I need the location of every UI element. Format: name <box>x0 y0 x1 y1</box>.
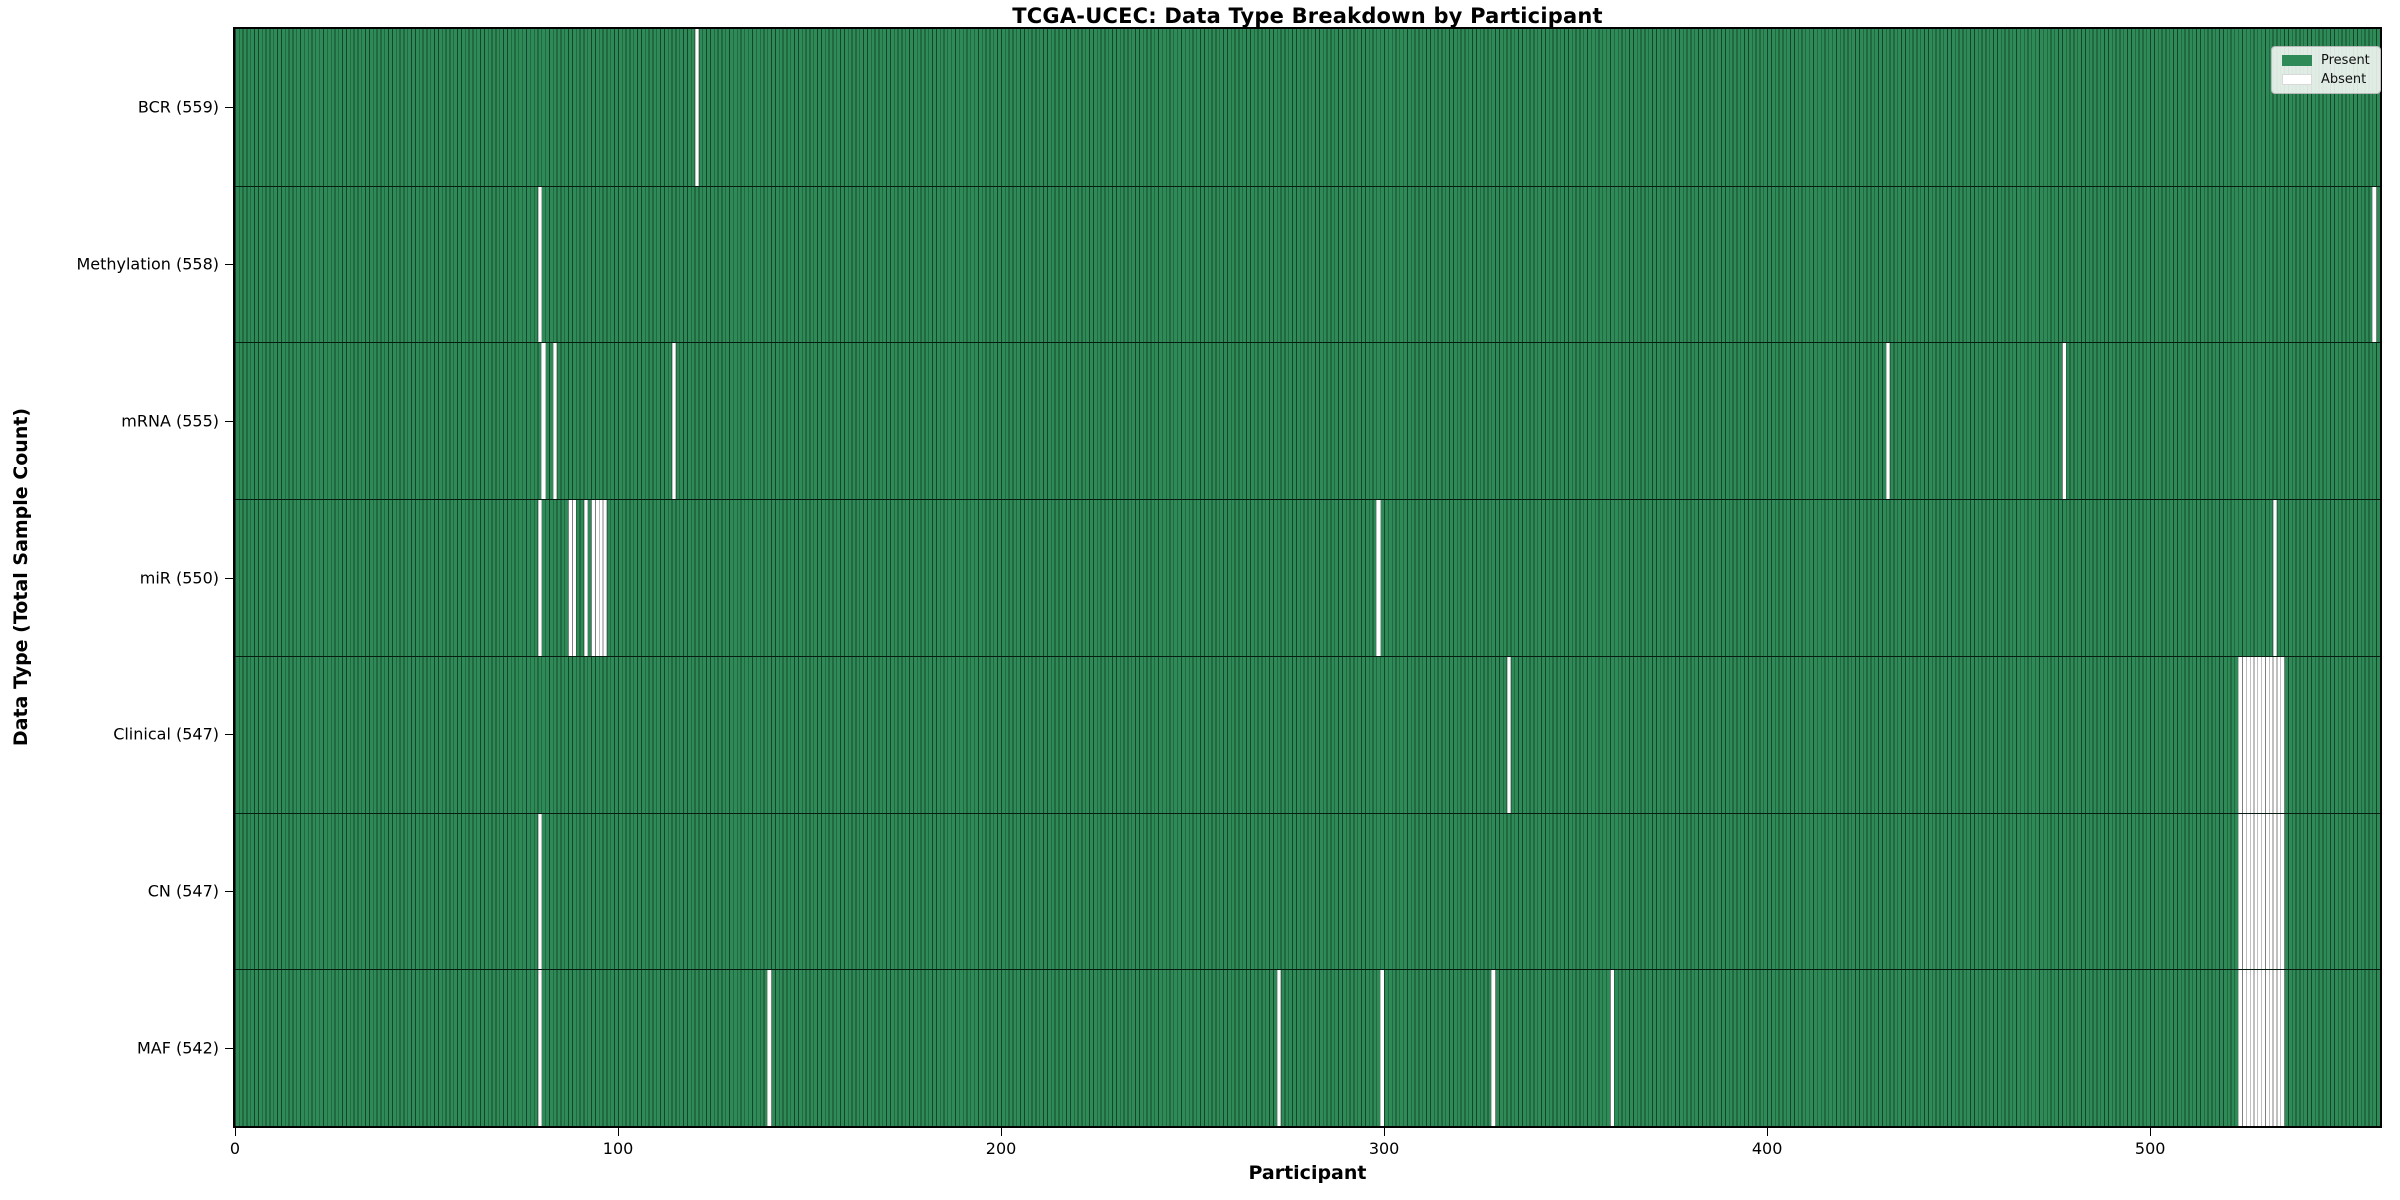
absent-cell <box>537 500 542 656</box>
absent-cell <box>1506 656 1511 813</box>
y-tick-mark <box>225 577 233 579</box>
heatmap-plot-area <box>233 27 2382 1128</box>
heatmap-row <box>235 969 2380 1126</box>
x-tick-mark <box>1766 1128 1768 1136</box>
y-tick-label: miR (550) <box>139 568 219 587</box>
legend-entry-present: Present <box>2282 54 2370 67</box>
chart-title: TCGA-UCEC: Data Type Breakdown by Partic… <box>1012 4 1603 28</box>
absent-cell <box>572 500 577 656</box>
x-tick-mark <box>617 1128 619 1136</box>
absent-cell <box>1376 500 1381 656</box>
cell-edge-hatching <box>235 656 2380 813</box>
cell-edge-hatching <box>235 29 2380 186</box>
legend-label: Present <box>2321 53 2370 68</box>
y-tick-mark <box>225 1047 233 1049</box>
heatmap-row <box>235 342 2380 500</box>
cell-edge-hatching <box>235 500 2380 656</box>
y-tick-mark <box>225 420 233 422</box>
absent-cell <box>2280 970 2285 1126</box>
y-tick-mark <box>225 107 233 109</box>
absent-cell <box>767 970 772 1126</box>
absent-cell <box>2062 343 2067 500</box>
cell-edge-hatching <box>235 186 2380 343</box>
absent-cell <box>537 186 542 343</box>
y-tick-label: Clinical (547) <box>113 724 219 744</box>
absent-cell <box>537 970 542 1126</box>
absent-cell <box>2372 186 2377 343</box>
x-tick-mark <box>2149 1128 2151 1136</box>
absent-cell <box>1276 970 1282 1126</box>
absent-cell <box>694 29 699 186</box>
y-tick-label: BCR (559) <box>137 97 219 117</box>
x-tick-label: 200 <box>985 1139 1017 1158</box>
absent-cell <box>583 500 588 656</box>
x-axis-label: Participant <box>1248 1162 1367 1184</box>
y-tick-mark <box>225 734 233 736</box>
absent-cell <box>541 343 546 500</box>
legend-label: Absent <box>2321 72 2367 87</box>
absent-cell <box>1610 970 1615 1126</box>
x-tick-label: 0 <box>229 1139 241 1158</box>
y-tick-label: Methylation (558) <box>76 254 219 274</box>
heatmap-row <box>235 655 2380 813</box>
absent-cell <box>552 343 558 500</box>
x-tick-mark <box>1000 1128 1002 1136</box>
y-tick-label: mRNA (555) <box>121 411 219 431</box>
absent-cell <box>1380 970 1385 1126</box>
heatmap-row <box>235 499 2380 656</box>
legend: Present Absent <box>2271 46 2381 94</box>
x-tick-mark <box>234 1128 236 1136</box>
heatmap-row <box>235 29 2380 186</box>
x-tick-label: 500 <box>2134 1139 2166 1158</box>
y-tick-label: CN (547) <box>147 881 219 901</box>
x-tick-mark <box>1383 1128 1385 1136</box>
present-swatch-icon <box>2282 55 2312 66</box>
legend-entry-absent: Absent <box>2282 73 2370 86</box>
absent-cell <box>2280 656 2285 813</box>
x-tick-label: 100 <box>602 1139 634 1158</box>
absent-cell <box>602 500 607 656</box>
absent-cell <box>671 343 676 500</box>
cell-edge-hatching <box>235 813 2380 970</box>
y-tick-mark <box>225 264 233 266</box>
cell-edge-hatching <box>235 970 2380 1126</box>
y-tick-mark <box>225 890 233 892</box>
absent-cell <box>537 813 542 970</box>
heatmap-row <box>235 185 2380 343</box>
x-tick-label: 300 <box>1368 1139 1400 1158</box>
y-tick-label: MAF (542) <box>136 1038 219 1058</box>
absent-cell <box>2280 813 2285 970</box>
absent-cell <box>1491 970 1496 1126</box>
x-tick-label: 400 <box>1751 1139 1783 1158</box>
absent-cell <box>2272 500 2277 656</box>
heatmap-row <box>235 812 2380 970</box>
absent-cell <box>1885 343 1891 500</box>
absent-swatch-icon <box>2282 74 2312 85</box>
